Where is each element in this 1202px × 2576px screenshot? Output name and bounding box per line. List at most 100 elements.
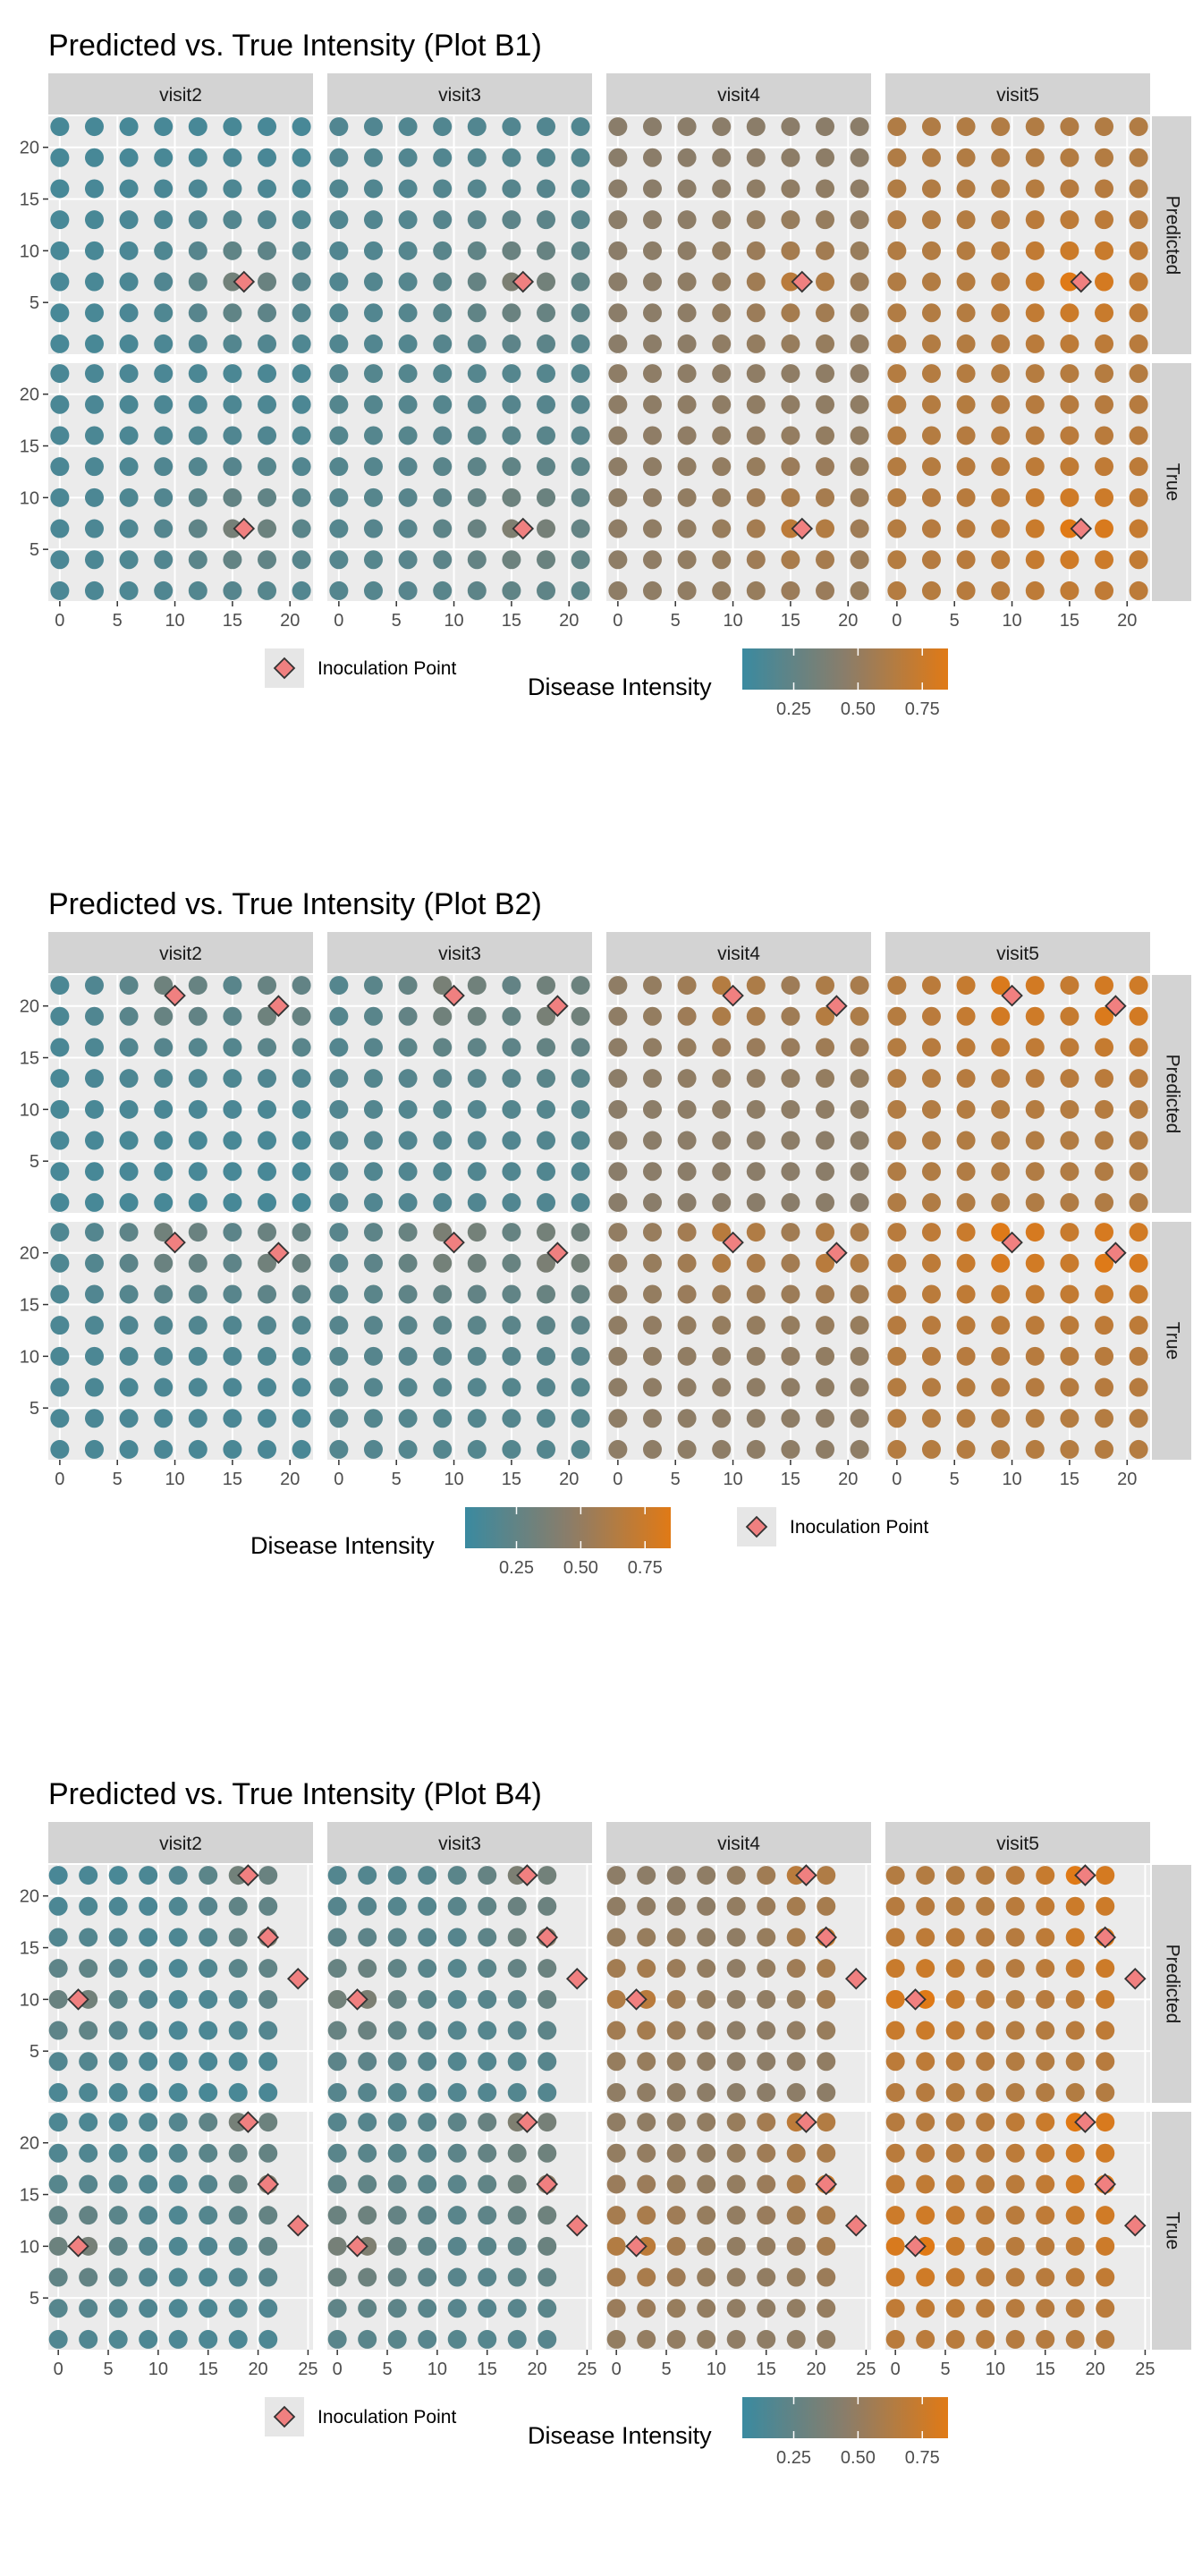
data-point — [84, 1346, 104, 1366]
data-point — [991, 148, 1011, 167]
data-point — [108, 2206, 128, 2225]
data-point — [502, 1069, 521, 1089]
data-point — [712, 457, 732, 477]
data-point — [781, 1038, 800, 1057]
data-point — [956, 394, 976, 414]
data-point — [816, 426, 835, 445]
data-point — [447, 2143, 467, 2163]
data-point — [228, 2052, 248, 2072]
data-point — [292, 303, 311, 323]
inoculation-point-marker — [1074, 2111, 1096, 2133]
data-point — [781, 148, 800, 167]
data-point — [154, 1099, 174, 1119]
data-point — [223, 334, 242, 353]
data-point — [642, 519, 662, 538]
data-point — [1065, 2174, 1085, 2194]
data-point — [850, 1099, 869, 1119]
data-point — [916, 2267, 935, 2287]
data-point — [1065, 1896, 1085, 1916]
data-point — [887, 117, 907, 137]
data-point — [746, 1409, 766, 1428]
data-point — [571, 519, 590, 538]
data-point — [1129, 487, 1148, 507]
data-point — [1025, 241, 1045, 260]
data-point — [956, 1069, 976, 1089]
data-point — [84, 394, 104, 414]
data-point — [84, 241, 104, 260]
data-point — [1095, 1377, 1114, 1397]
data-point — [637, 2206, 656, 2225]
data-point — [850, 976, 869, 996]
data-point — [228, 2206, 248, 2225]
data-point — [571, 1346, 590, 1366]
data-point — [447, 2206, 467, 2225]
data-point — [746, 364, 766, 384]
data-point — [292, 210, 311, 230]
panel-visit5-predicted — [885, 1864, 1150, 2103]
data-point — [258, 976, 277, 996]
data-point — [48, 1866, 68, 1885]
data-point — [608, 1253, 628, 1273]
data-point — [119, 1409, 139, 1428]
data-point — [50, 1192, 70, 1212]
data-point — [1025, 1439, 1045, 1459]
data-point — [746, 1099, 766, 1119]
data-point — [1095, 519, 1114, 538]
data-point — [1060, 487, 1079, 507]
data-point — [507, 1896, 527, 1916]
panel-visit5-true — [885, 2111, 1150, 2350]
data-point — [850, 487, 869, 507]
data-point — [571, 976, 590, 996]
data-point — [398, 1223, 418, 1242]
data-point — [991, 394, 1011, 414]
data-point — [887, 241, 907, 260]
data-point — [712, 272, 732, 292]
data-point — [1025, 550, 1045, 570]
data-point — [1060, 550, 1079, 570]
x-tick-label: 10 — [723, 611, 742, 631]
data-point — [956, 179, 976, 199]
y-tick-label: 5 — [30, 1399, 39, 1419]
data-point — [816, 394, 835, 414]
panel-visit2-true — [48, 2111, 313, 2350]
x-tick-label: 15 — [502, 1470, 521, 1489]
data-point — [387, 1896, 407, 1916]
data-point — [387, 1989, 407, 2009]
data-point — [817, 2082, 836, 2102]
data-point — [781, 1131, 800, 1150]
data-point — [108, 2143, 128, 2163]
data-point — [467, 1223, 487, 1242]
data-point — [1036, 2021, 1055, 2040]
data-point — [258, 1069, 277, 1089]
data-point — [418, 1989, 437, 2009]
data-point — [50, 303, 70, 323]
inoculation-point-marker — [825, 1241, 848, 1264]
data-point — [258, 1006, 277, 1026]
data-point — [921, 1099, 941, 1119]
data-point — [781, 1099, 800, 1119]
data-point — [1025, 519, 1045, 538]
data-point — [363, 179, 383, 199]
data-point — [48, 1989, 68, 2009]
data-point — [507, 2082, 527, 2102]
data-point — [666, 1896, 686, 1916]
data-point — [1095, 1439, 1114, 1459]
data-point — [850, 1006, 869, 1026]
data-point — [571, 550, 590, 570]
data-point — [84, 1006, 104, 1026]
data-point — [991, 1439, 1011, 1459]
data-point — [642, 976, 662, 996]
data-point — [418, 1896, 437, 1916]
data-point — [467, 1038, 487, 1057]
data-point — [327, 2174, 347, 2194]
data-point — [188, 1409, 207, 1428]
data-point — [119, 519, 139, 538]
inoculation-point-marker — [1094, 2173, 1117, 2196]
data-point — [850, 179, 869, 199]
data-point — [991, 179, 1011, 199]
data-point — [48, 2206, 68, 2225]
data-point — [1005, 2206, 1025, 2225]
data-point — [154, 1069, 174, 1089]
data-point — [746, 1223, 766, 1242]
data-point — [84, 487, 104, 507]
